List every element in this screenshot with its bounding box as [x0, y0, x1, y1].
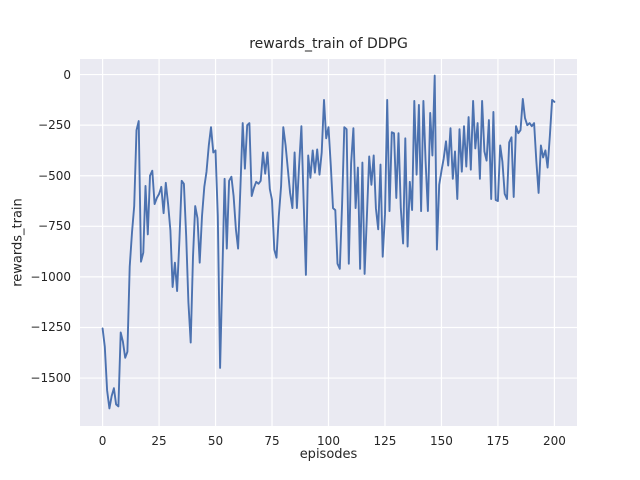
x-tick-label: 150 — [430, 434, 453, 448]
x-tick-label: 175 — [486, 434, 510, 448]
x-tick-label: 125 — [373, 434, 397, 448]
x-axis-label: episodes — [299, 447, 358, 462]
x-tick-label: 75 — [264, 434, 280, 448]
reward-line — [101, 74, 556, 410]
y-axis-label: rewards_train — [10, 198, 26, 287]
y-tick-label: −1000 — [30, 269, 71, 284]
y-tick-label: −250 — [38, 118, 71, 133]
y-tick-label: −500 — [38, 168, 71, 183]
x-tick-label: 0 — [98, 434, 107, 448]
x-tick-label: 200 — [542, 434, 566, 448]
x-tick-label: 25 — [151, 434, 167, 448]
y-tick-label: −750 — [38, 219, 71, 234]
chart-title: rewards_train of DDPG — [249, 36, 408, 52]
y-tick-label: −1500 — [30, 371, 71, 386]
x-tick-label: 50 — [207, 434, 224, 448]
x-tick-label: 100 — [317, 434, 340, 448]
y-tick-label: 0 — [63, 67, 71, 82]
y-tick-label: −1250 — [30, 320, 71, 335]
